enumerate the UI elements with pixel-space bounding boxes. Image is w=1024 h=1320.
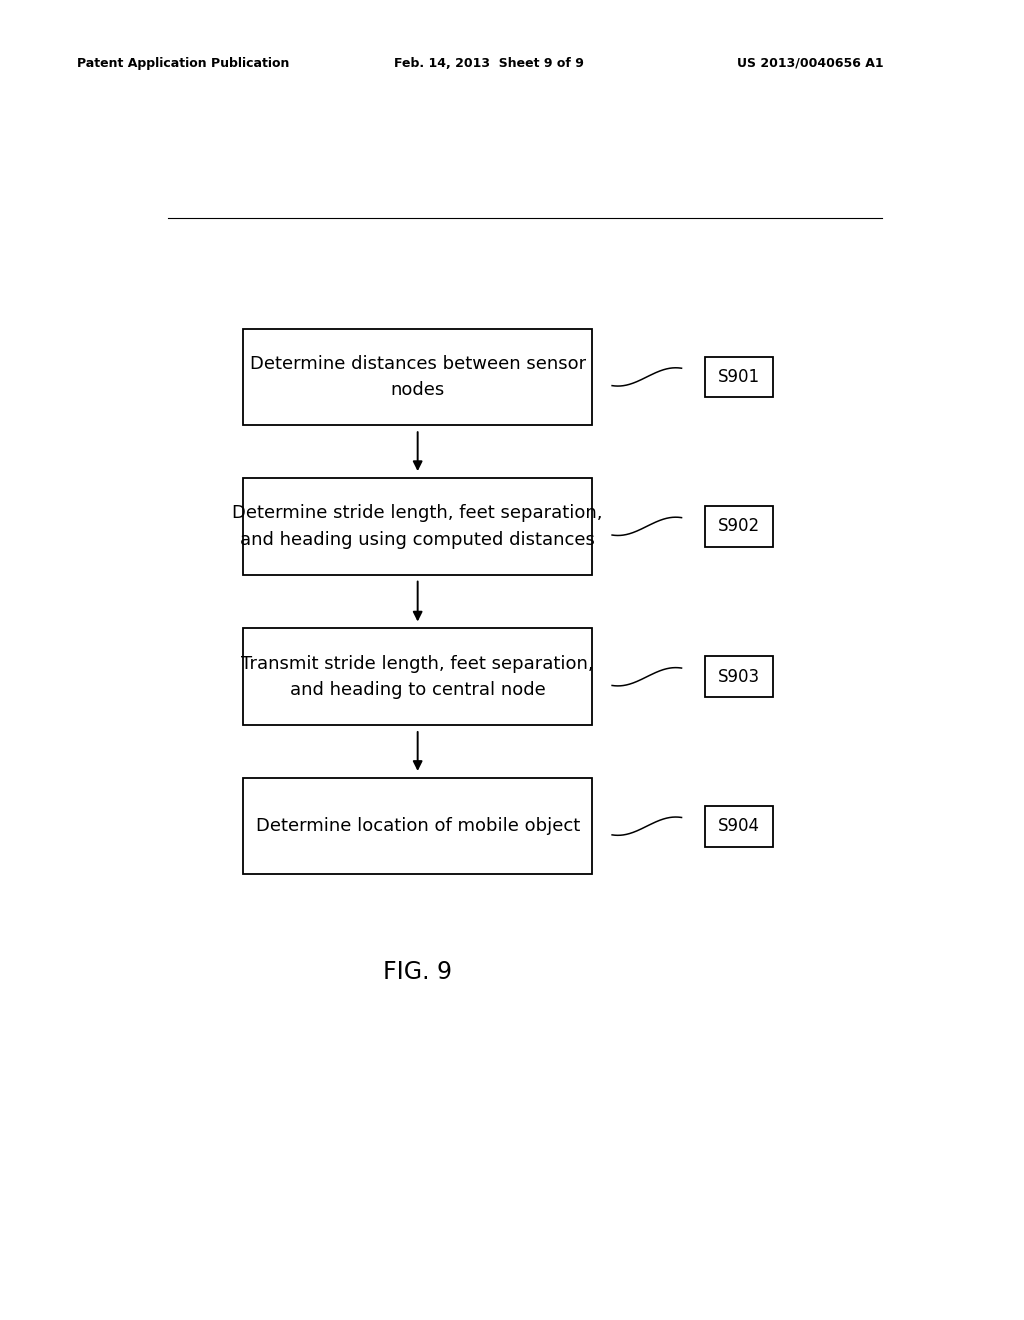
Text: Determine location of mobile object: Determine location of mobile object: [256, 817, 580, 836]
FancyBboxPatch shape: [243, 329, 592, 425]
FancyBboxPatch shape: [706, 805, 773, 846]
Text: S902: S902: [718, 517, 760, 536]
Text: FIG. 9: FIG. 9: [383, 960, 453, 983]
Text: S904: S904: [718, 817, 760, 836]
FancyBboxPatch shape: [706, 356, 773, 397]
FancyBboxPatch shape: [243, 777, 592, 874]
Text: Determine distances between sensor
nodes: Determine distances between sensor nodes: [250, 355, 586, 399]
Text: S903: S903: [718, 668, 760, 686]
Text: Feb. 14, 2013  Sheet 9 of 9: Feb. 14, 2013 Sheet 9 of 9: [394, 57, 584, 70]
FancyBboxPatch shape: [243, 628, 592, 725]
Text: Determine stride length, feet separation,
and heading using computed distances: Determine stride length, feet separation…: [232, 504, 603, 549]
Text: Patent Application Publication: Patent Application Publication: [77, 57, 289, 70]
FancyBboxPatch shape: [243, 478, 592, 574]
FancyBboxPatch shape: [706, 506, 773, 546]
Text: Transmit stride length, feet separation,
and heading to central node: Transmit stride length, feet separation,…: [242, 655, 594, 700]
Text: US 2013/0040656 A1: US 2013/0040656 A1: [737, 57, 884, 70]
FancyBboxPatch shape: [706, 656, 773, 697]
Text: S901: S901: [718, 368, 760, 385]
